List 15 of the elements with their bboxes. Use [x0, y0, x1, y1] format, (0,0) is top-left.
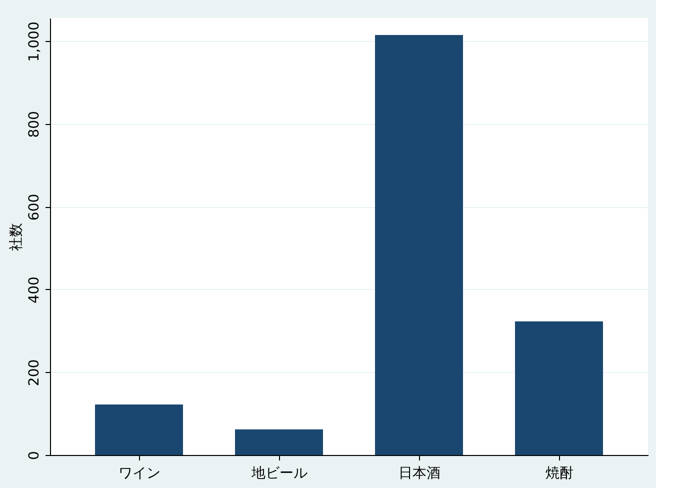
x-tick-label: 地ビール [250, 466, 308, 482]
y-tick-label: 1,000 [26, 22, 42, 62]
y-tick-label: 400 [26, 276, 42, 304]
y-axis-title: 社数 [8, 223, 24, 251]
x-tick-label: ワイン [118, 466, 160, 482]
x-tick-label: 日本酒 [398, 466, 440, 482]
bar [375, 34, 463, 455]
x-tick-label: 焼酎 [546, 466, 574, 482]
bar [515, 321, 603, 455]
y-tick-label: 0 [26, 451, 42, 460]
y-tick-label: 800 [26, 111, 42, 138]
bar [95, 404, 183, 455]
y-tick-label: 600 [26, 194, 42, 221]
bar [235, 429, 323, 455]
y-tick-label: 200 [26, 359, 42, 386]
